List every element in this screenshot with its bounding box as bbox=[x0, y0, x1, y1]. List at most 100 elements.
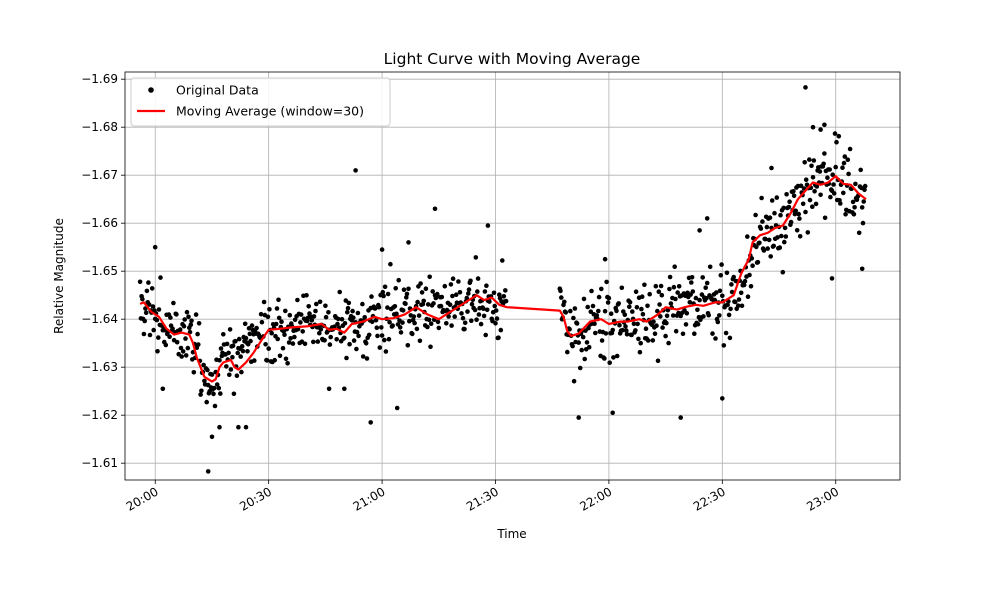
data-point bbox=[209, 434, 215, 440]
data-point bbox=[272, 357, 278, 363]
data-point bbox=[444, 321, 449, 326]
data-point bbox=[412, 320, 417, 326]
data-point bbox=[851, 212, 857, 217]
data-point bbox=[273, 321, 279, 327]
data-point bbox=[559, 295, 564, 300]
data-point bbox=[568, 308, 573, 314]
data-point bbox=[856, 230, 862, 236]
data-point bbox=[639, 306, 644, 312]
data-point bbox=[670, 313, 676, 318]
data-point bbox=[606, 295, 612, 301]
data-point bbox=[292, 334, 297, 340]
y-axis-ticks: −1.69 −1.68 −1.67 −1.66 −1.65 −1.64 −1.63 −1.62… bbox=[81, 72, 125, 470]
data-point bbox=[267, 307, 272, 312]
data-point bbox=[586, 325, 591, 331]
data-point bbox=[482, 289, 488, 294]
data-point bbox=[755, 259, 761, 265]
data-point bbox=[245, 349, 250, 354]
data-point bbox=[738, 290, 744, 296]
data-point bbox=[216, 385, 222, 391]
data-point bbox=[809, 163, 814, 169]
data-point bbox=[861, 199, 866, 204]
data-point bbox=[449, 323, 454, 328]
data-point bbox=[822, 215, 828, 221]
data-point bbox=[276, 297, 281, 303]
data-point bbox=[658, 314, 663, 319]
data-point bbox=[202, 378, 207, 384]
data-point bbox=[217, 358, 222, 363]
data-point bbox=[572, 306, 578, 311]
data-point bbox=[453, 292, 459, 298]
data-point bbox=[487, 299, 492, 304]
data-point bbox=[266, 346, 272, 351]
data-point bbox=[239, 369, 244, 375]
data-point bbox=[684, 311, 690, 316]
data-point bbox=[503, 288, 508, 293]
data-point bbox=[571, 378, 577, 384]
data-point bbox=[831, 182, 836, 187]
data-point bbox=[643, 326, 649, 332]
data-point bbox=[403, 301, 408, 307]
data-point bbox=[862, 183, 868, 189]
data-point bbox=[141, 331, 147, 337]
data-point bbox=[382, 337, 387, 343]
data-point bbox=[183, 353, 189, 358]
data-point bbox=[596, 308, 601, 314]
data-point bbox=[198, 392, 203, 397]
data-point bbox=[189, 318, 194, 324]
data-point bbox=[184, 309, 190, 315]
data-point bbox=[484, 307, 490, 313]
data-point bbox=[624, 332, 630, 337]
data-point bbox=[576, 415, 581, 420]
data-point bbox=[590, 303, 596, 309]
data-point bbox=[142, 318, 147, 324]
legend-box bbox=[130, 77, 391, 127]
data-point bbox=[562, 299, 567, 305]
data-point bbox=[704, 216, 710, 221]
data-point bbox=[226, 350, 231, 356]
data-point bbox=[586, 344, 592, 350]
data-point bbox=[181, 323, 187, 329]
data-point bbox=[485, 223, 491, 228]
data-point bbox=[757, 240, 762, 246]
x-axis-title: Time bbox=[496, 527, 526, 541]
data-point bbox=[285, 361, 290, 366]
data-point bbox=[565, 349, 570, 355]
data-point bbox=[620, 327, 625, 333]
data-point bbox=[802, 160, 807, 165]
data-point bbox=[718, 273, 724, 278]
data-point bbox=[376, 304, 382, 310]
data-point bbox=[663, 333, 668, 339]
data-point bbox=[342, 335, 347, 341]
data-point bbox=[350, 308, 355, 314]
data-point bbox=[693, 295, 699, 301]
data-point bbox=[275, 336, 281, 342]
data-point bbox=[779, 233, 784, 239]
data-point bbox=[345, 305, 351, 311]
data-point bbox=[853, 181, 858, 187]
data-point bbox=[788, 219, 794, 225]
data-point bbox=[574, 321, 580, 326]
data-point bbox=[182, 317, 187, 322]
data-point bbox=[287, 312, 293, 318]
data-point bbox=[179, 354, 184, 359]
data-point bbox=[315, 339, 321, 344]
data-point bbox=[205, 367, 210, 373]
data-point bbox=[460, 315, 466, 321]
data-point bbox=[473, 255, 479, 260]
data-point bbox=[466, 287, 472, 292]
data-point bbox=[351, 315, 356, 321]
data-point bbox=[588, 309, 594, 315]
data-point bbox=[690, 289, 696, 294]
data-point bbox=[624, 328, 629, 333]
data-point bbox=[339, 316, 345, 322]
data-point bbox=[603, 331, 609, 336]
data-point bbox=[754, 244, 759, 250]
data-point bbox=[396, 277, 402, 283]
data-point bbox=[243, 335, 249, 341]
data-point bbox=[642, 282, 647, 288]
data-point bbox=[154, 317, 160, 323]
y-tick-label: −1.65 bbox=[81, 264, 118, 278]
data-point bbox=[337, 289, 343, 295]
